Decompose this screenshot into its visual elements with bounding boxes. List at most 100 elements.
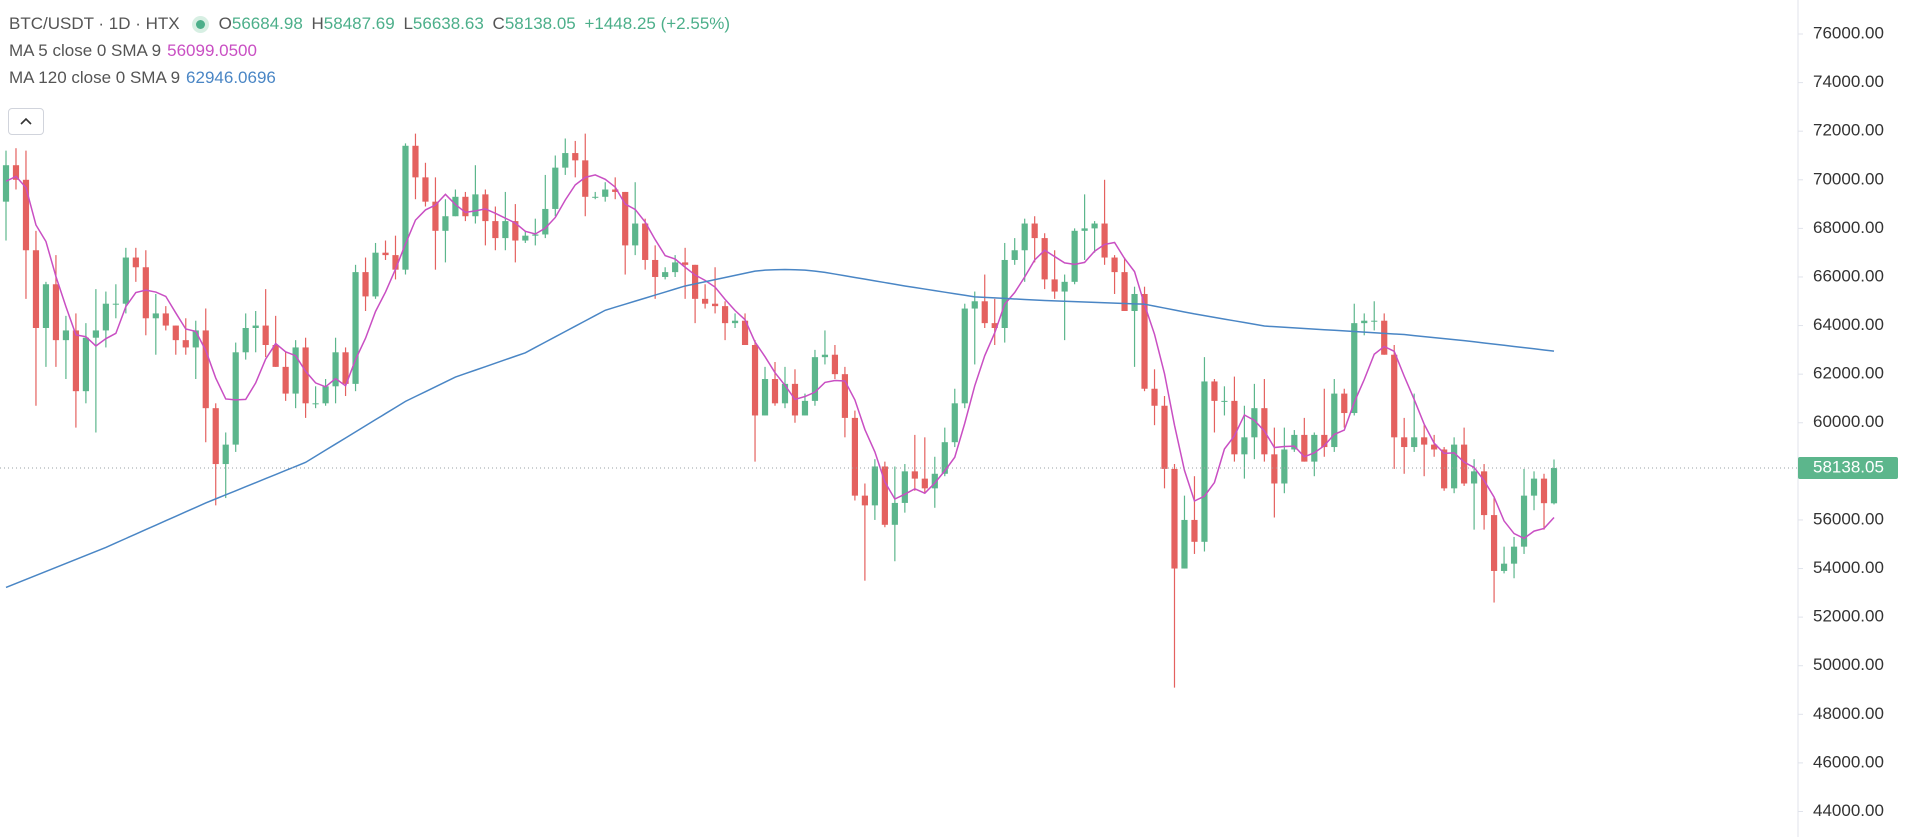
candle-body <box>1041 238 1048 280</box>
y-tick-label: 64000.00 <box>1813 315 1884 334</box>
collapse-button[interactable] <box>8 108 44 135</box>
candle-body <box>931 473 938 489</box>
candle-body <box>432 201 439 231</box>
candle-body <box>162 313 169 326</box>
candle-body <box>1341 393 1348 414</box>
candle-body <box>692 264 699 299</box>
close-value: 58138.05 <box>504 14 576 33</box>
candle-body <box>452 196 459 217</box>
candle-body <box>602 189 609 197</box>
candle-body <box>292 347 299 394</box>
candle-body <box>751 345 759 416</box>
candle-body <box>941 442 948 474</box>
candle-body <box>72 330 80 392</box>
candle-body <box>961 308 968 404</box>
symbol-row: BTC/USDT · 1D · HTX O56684.98 H58487.69 L… <box>9 10 730 37</box>
candle-body <box>32 250 40 328</box>
candle-body <box>572 153 579 161</box>
candle-body <box>252 325 259 328</box>
indicator-row: MA 5 close 0 SMA 9 56099.0500 <box>9 37 730 64</box>
candle-body <box>861 495 868 506</box>
candle-body <box>402 145 409 270</box>
low-label: L <box>403 14 413 33</box>
candle-body <box>801 400 809 416</box>
candle-body <box>222 444 229 465</box>
candle-body <box>472 194 479 217</box>
candle-body <box>1371 320 1378 322</box>
candle-body <box>642 223 649 260</box>
candle-body <box>841 374 849 418</box>
candle-body <box>12 165 20 180</box>
candle-body <box>1141 293 1148 389</box>
candle-body <box>132 257 139 268</box>
status-dot <box>195 20 205 30</box>
candle-body <box>1001 259 1008 328</box>
candle-body <box>851 417 858 496</box>
candle-body <box>981 301 988 324</box>
candle-body <box>242 327 249 353</box>
candle-body <box>1211 381 1218 401</box>
candle-body <box>212 408 219 465</box>
indicator-value: 62946.0696 <box>186 68 276 87</box>
y-tick-label: 68000.00 <box>1813 218 1884 237</box>
candle-body <box>1490 515 1498 571</box>
last-price-label: 58138.05 <box>1813 457 1884 476</box>
candle-body <box>1510 546 1518 564</box>
y-tick-label: 72000.00 <box>1813 121 1884 140</box>
candle-body <box>92 330 99 338</box>
y-tick-label: 44000.00 <box>1813 801 1884 820</box>
candle-body <box>332 352 339 387</box>
change-percent: (+2.55%) <box>660 14 731 33</box>
candle-body <box>1421 437 1428 445</box>
candle-body <box>1461 444 1468 484</box>
legend: BTC/USDT · 1D · HTX O56684.98 H58487.69 L… <box>9 10 730 91</box>
candle-body <box>1301 434 1308 462</box>
candle-body <box>582 160 589 197</box>
candle-body <box>1181 519 1188 569</box>
indicator-value: 56099.0500 <box>167 41 257 60</box>
candle-body <box>1151 388 1158 406</box>
y-tick-label: 46000.00 <box>1813 752 1884 771</box>
candle-body <box>232 352 239 445</box>
candle-body <box>1241 437 1248 455</box>
chevron <box>20 117 32 125</box>
candle-body <box>741 320 749 346</box>
candle-body <box>352 272 359 384</box>
candle-body <box>1111 257 1118 273</box>
candle-body <box>1361 320 1368 324</box>
candle-body <box>911 471 918 479</box>
candle-body <box>372 252 379 297</box>
candle-body <box>881 466 888 525</box>
open-label: O <box>218 14 232 33</box>
candle-body <box>482 194 489 222</box>
candle-body <box>272 345 279 367</box>
candle-body <box>512 221 519 241</box>
candle-body <box>1291 434 1298 450</box>
candle-body <box>382 252 389 256</box>
candle-body <box>771 379 779 404</box>
candle-body <box>1311 434 1318 462</box>
candle-body <box>1221 400 1228 402</box>
ma-line <box>5 268 1555 589</box>
candle-body <box>612 189 619 192</box>
candle-body <box>991 323 998 328</box>
candle-body <box>1101 223 1108 258</box>
candle-body <box>1471 471 1478 484</box>
candle-body <box>1520 495 1528 547</box>
candle-body <box>552 167 559 209</box>
candle-body <box>1281 449 1288 484</box>
candle-body <box>412 145 419 178</box>
indicator-name: MA 5 close 0 SMA 9 <box>9 41 162 60</box>
y-tick-label: 70000.00 <box>1813 169 1884 188</box>
symbol-title: BTC/USDT · 1D · HTX <box>9 14 180 33</box>
candle-body <box>871 466 878 506</box>
candle-body <box>921 478 928 489</box>
open-value: 56684.98 <box>231 14 303 33</box>
candle-body <box>52 284 60 341</box>
candle-body <box>392 255 399 270</box>
candle-body <box>342 352 349 384</box>
candle-body <box>202 330 209 409</box>
candle-body <box>711 303 719 307</box>
y-tick-label: 54000.00 <box>1813 558 1884 577</box>
candle-body <box>1351 323 1358 414</box>
